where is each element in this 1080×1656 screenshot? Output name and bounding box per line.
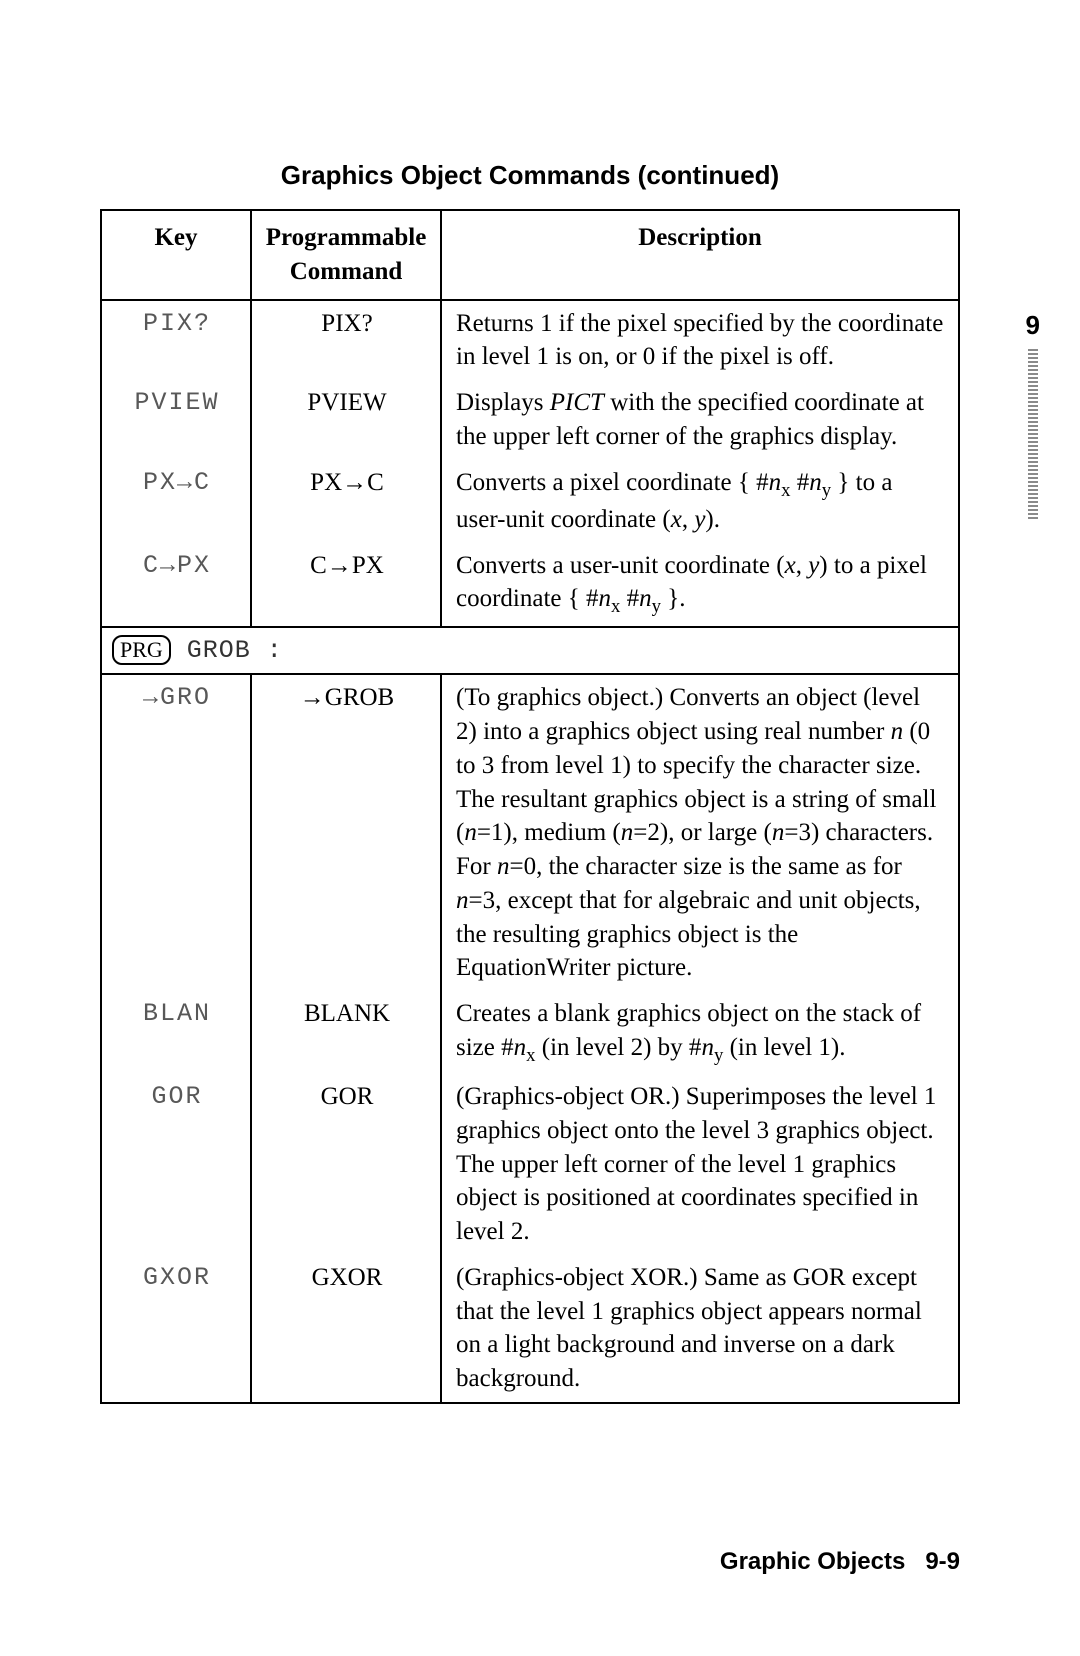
section-row: PRG GROB : (101, 627, 959, 675)
key-cell: PIX? (101, 300, 251, 381)
table-row: GOR GOR (Graphics-object OR.) Superimpos… (101, 1074, 959, 1255)
table-row: C→PX C→PX Converts a user-unit coordinat… (101, 543, 959, 627)
col-key: Key (101, 210, 251, 300)
command-cell: GXOR (251, 1255, 441, 1403)
desc-cell: Displays PICT with the specified coordin… (441, 380, 959, 460)
page: Graphics Object Commands (continued) Key… (0, 0, 1080, 1656)
table-row: PX→C PX→C Converts a pixel coordinate { … (101, 460, 959, 543)
table-header-row: Key Programmable Command Description (101, 210, 959, 300)
page-title: Graphics Object Commands (continued) (100, 160, 960, 191)
key-cell: C→PX (101, 543, 251, 627)
chapter-tab: 9 (1026, 310, 1040, 519)
footer-label: Graphic Objects (720, 1548, 905, 1575)
command-cell: C→PX (251, 543, 441, 627)
desc-cell: Creates a blank graphics object on the s… (441, 991, 959, 1074)
table-row: →GRO →GROB (To graphics object.) Convert… (101, 674, 959, 991)
desc-cell: (Graphics-object OR.) Superimposes the l… (441, 1074, 959, 1255)
chapter-number: 9 (1026, 310, 1040, 341)
footer-page: 9-9 (925, 1548, 960, 1575)
desc-cell: (Graphics-object XOR.) Same as GOR excep… (441, 1255, 959, 1403)
table-row: PVIEW PVIEW Displays PICT with the speci… (101, 380, 959, 460)
command-cell: PVIEW (251, 380, 441, 460)
desc-cell: (To graphics object.) Converts an object… (441, 674, 959, 991)
chapter-tab-bar (1028, 349, 1038, 519)
command-cell: →GROB (251, 674, 441, 991)
section-label: PRG GROB : (101, 627, 959, 675)
table-row: PIX? PIX? Returns 1 if the pixel specifi… (101, 300, 959, 381)
table-row: BLAN BLANK Creates a blank graphics obje… (101, 991, 959, 1074)
desc-cell: Converts a pixel coordinate { #nx #ny } … (441, 460, 959, 543)
section-rest: GROB : (171, 636, 283, 665)
table-row: GXOR GXOR (Graphics-object XOR.) Same as… (101, 1255, 959, 1403)
commands-table: Key Programmable Command Description PIX… (100, 209, 960, 1404)
page-footer: Graphic Objects 9-9 (720, 1548, 960, 1576)
desc-cell: Converts a user-unit coordinate (x, y) t… (441, 543, 959, 627)
key-cell: BLAN (101, 991, 251, 1074)
key-cell: PVIEW (101, 380, 251, 460)
key-cell: →GRO (101, 674, 251, 991)
command-cell: PX→C (251, 460, 441, 543)
key-cell: GOR (101, 1074, 251, 1255)
command-cell: BLANK (251, 991, 441, 1074)
desc-cell: Returns 1 if the pixel specified by the … (441, 300, 959, 381)
key-cell: PX→C (101, 460, 251, 543)
section-boxed-key: PRG (112, 635, 171, 665)
col-cmd: Programmable Command (251, 210, 441, 300)
key-cell: GXOR (101, 1255, 251, 1403)
col-desc: Description (441, 210, 959, 300)
command-cell: PIX? (251, 300, 441, 381)
command-cell: GOR (251, 1074, 441, 1255)
